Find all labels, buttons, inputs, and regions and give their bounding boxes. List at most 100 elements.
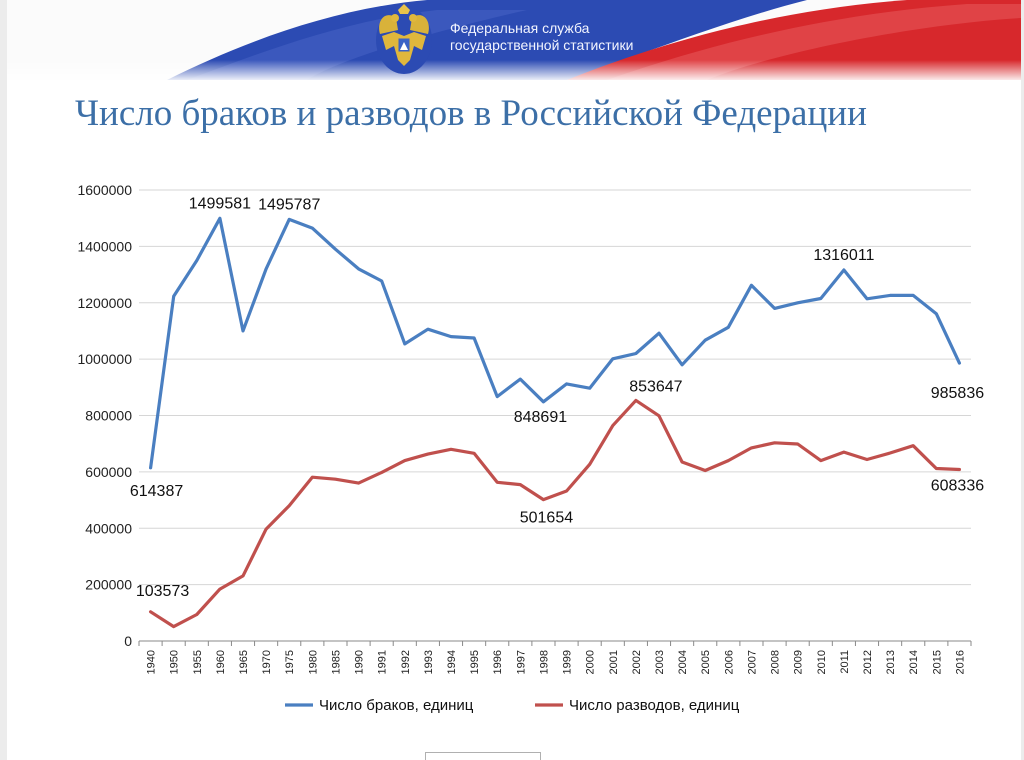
data-point-divorces-1997 <box>519 483 522 486</box>
data-point-divorces-1955 <box>195 613 198 616</box>
data-point-divorces-1970 <box>265 527 268 530</box>
x-tick-label-1992: 1992 <box>400 650 412 674</box>
legend-label-divorces: Число разводов, единиц <box>569 697 740 714</box>
data-point-marriages-2000 <box>588 387 591 390</box>
y-tick-label-1200000: 1200000 <box>77 295 132 311</box>
series-line-marriages <box>149 216 962 470</box>
data-point-divorces-2014 <box>912 444 915 447</box>
x-tick-label-2016: 2016 <box>954 650 966 674</box>
data-point-marriages-2004 <box>681 363 684 366</box>
data-point-divorces-1995 <box>473 452 476 455</box>
data-point-marriages-1999 <box>565 382 568 385</box>
data-label-614387: 614387 <box>130 483 183 500</box>
chart-legend: Число браков, единиц Число разводов, един… <box>285 697 740 714</box>
x-tick-label-1950: 1950 <box>169 650 181 674</box>
data-point-divorces-1993 <box>426 453 429 456</box>
data-point-divorces-2008 <box>773 441 776 444</box>
chart-axes: 0 200000 400000 600000 800000 1000000 1200000 1… <box>77 182 972 674</box>
data-point-marriages-1985 <box>334 248 337 251</box>
data-point-marriages-1940 <box>149 466 152 469</box>
x-tick-label-1955: 1955 <box>192 650 204 674</box>
x-tick-label-2015: 2015 <box>931 650 943 674</box>
marriages-divorces-line-chart: 0 200000 400000 600000 800000 1000000 1200000 1… <box>77 182 984 714</box>
data-point-marriages-2003 <box>657 332 660 335</box>
data-point-marriages-2011 <box>842 268 845 271</box>
data-point-marriages-1996 <box>496 395 499 398</box>
data-point-divorces-2010 <box>819 459 822 462</box>
data-point-divorces-2003 <box>657 414 660 417</box>
data-label-103573: 103573 <box>136 583 189 600</box>
x-tick-label-2004: 2004 <box>677 650 689 674</box>
data-point-divorces-1990 <box>357 482 360 485</box>
data-point-marriages-1960 <box>218 217 221 220</box>
x-tick-label-2011: 2011 <box>839 650 851 674</box>
x-tick-label-1985: 1985 <box>330 650 342 674</box>
legend-label-marriages: Число браков, единиц <box>319 697 474 714</box>
data-point-marriages-1994 <box>449 335 452 338</box>
data-point-marriages-1990 <box>357 267 360 270</box>
y-tick-label-0: 0 <box>124 633 132 649</box>
data-point-divorces-1994 <box>449 448 452 451</box>
x-tick-label-1995: 1995 <box>469 650 481 674</box>
data-point-divorces-2001 <box>611 424 614 427</box>
data-point-marriages-1955 <box>195 259 198 262</box>
data-label-1495787: 1495787 <box>258 196 320 213</box>
data-point-divorces-1999 <box>565 489 568 492</box>
x-tick-label-1991: 1991 <box>377 650 389 674</box>
y-tick-label-400000: 400000 <box>85 520 132 536</box>
y-tick-label-1600000: 1600000 <box>77 182 132 198</box>
double-headed-eagle-emblem-icon <box>376 4 432 74</box>
y-tick-label-600000: 600000 <box>85 464 132 480</box>
data-point-marriages-1965 <box>241 329 244 332</box>
series-line-divorces <box>149 398 962 629</box>
data-point-divorces-1965 <box>241 574 244 577</box>
data-point-marriages-1970 <box>265 267 268 270</box>
x-tick-label-1998: 1998 <box>538 650 550 674</box>
data-label-1316011: 1316011 <box>813 247 874 264</box>
y-tick-label-200000: 200000 <box>85 577 132 593</box>
x-tick-label-1970: 1970 <box>261 650 273 674</box>
x-tick-label-2008: 2008 <box>770 650 782 674</box>
data-point-marriages-2013 <box>889 294 892 297</box>
x-tick-label-2007: 2007 <box>746 650 758 674</box>
x-tick-label-1940: 1940 <box>146 650 158 674</box>
data-point-divorces-2006 <box>727 459 730 462</box>
x-tick-label-2012: 2012 <box>862 650 874 674</box>
x-tick-label-1990: 1990 <box>354 650 366 674</box>
x-tick-label-1996: 1996 <box>492 650 504 674</box>
data-point-divorces-1985 <box>334 478 337 481</box>
data-point-divorces-2012 <box>865 458 868 461</box>
x-tick-label-1980: 1980 <box>307 650 319 674</box>
x-tick-label-2009: 2009 <box>793 650 805 674</box>
data-point-marriages-1975 <box>288 218 291 221</box>
chart-series <box>149 216 962 629</box>
x-tick-label-2005: 2005 <box>700 650 712 674</box>
data-point-divorces-1960 <box>218 588 221 591</box>
slide-title: Число браков и разводов в Российской Фед… <box>75 93 867 134</box>
y-tick-label-800000: 800000 <box>85 408 132 424</box>
data-point-marriages-2010 <box>819 297 822 300</box>
data-point-divorces-2004 <box>681 460 684 463</box>
data-point-marriages-2014 <box>912 294 915 297</box>
agency-name-line2: государственной статистики <box>450 37 634 53</box>
x-tick-label-1975: 1975 <box>284 650 296 674</box>
data-point-marriages-1998 <box>542 400 545 403</box>
data-point-divorces-2016 <box>958 468 961 471</box>
data-point-marriages-1950 <box>172 295 175 298</box>
data-point-divorces-1998 <box>542 498 545 501</box>
slide-footer-tab <box>425 752 541 760</box>
data-point-marriages-1993 <box>426 328 429 331</box>
agency-name-line1: Федеральная служба <box>450 20 590 36</box>
x-tick-label-1994: 1994 <box>446 650 458 674</box>
data-label-501654: 501654 <box>520 510 573 527</box>
data-point-marriages-2009 <box>796 301 799 304</box>
data-point-marriages-1991 <box>380 279 383 282</box>
x-tick-label-1993: 1993 <box>423 650 435 674</box>
data-label-608336: 608336 <box>931 478 984 495</box>
data-point-divorces-2015 <box>935 467 938 470</box>
data-point-divorces-1996 <box>496 481 499 484</box>
y-tick-label-1400000: 1400000 <box>77 238 132 254</box>
x-tick-label-2013: 2013 <box>885 650 897 674</box>
data-label-1499581: 1499581 <box>189 195 251 212</box>
chart-grid <box>139 189 971 586</box>
